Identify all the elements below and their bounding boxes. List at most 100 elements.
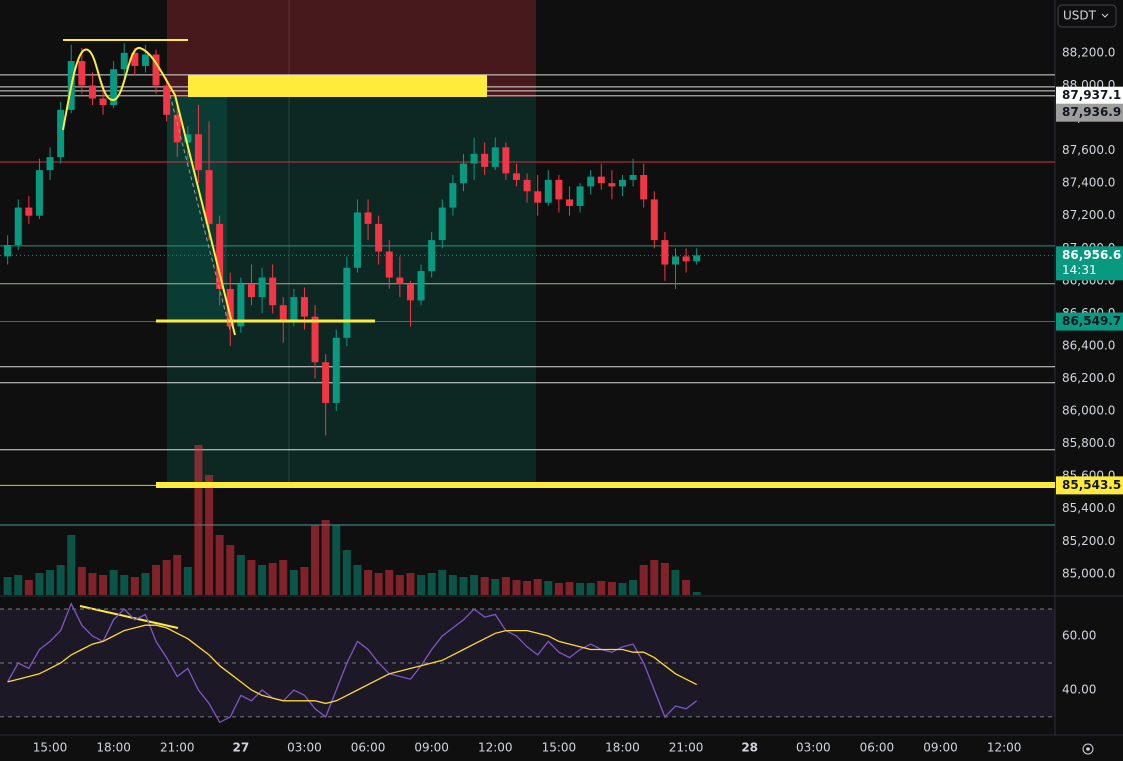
- volume-bar: [639, 565, 648, 595]
- volume-bar: [385, 570, 394, 595]
- volume-bar: [130, 577, 139, 595]
- candle-body: [120, 52, 128, 70]
- chevron[interactable]: [1101, 13, 1109, 18]
- candle-body: [491, 147, 499, 167]
- x-tick-label: 06:00: [351, 741, 386, 755]
- currency[interactable]: USDT: [1063, 9, 1097, 23]
- candle-body: [258, 277, 266, 298]
- volume-bar: [14, 575, 23, 595]
- x-tick-label: 15:00: [33, 741, 68, 755]
- volume-bar: [607, 582, 616, 595]
- candle-body: [78, 61, 86, 86]
- candle-body: [353, 212, 361, 268]
- candle-body: [470, 153, 478, 164]
- volume-bar: [141, 573, 150, 595]
- candle-body: [385, 251, 393, 278]
- y-tick-label: 85,400.0: [1062, 501, 1115, 515]
- volume-bar: [353, 565, 362, 595]
- volume-bar: [501, 577, 510, 595]
- y-tick-label: 87,600.0: [1062, 143, 1115, 157]
- candle-body: [88, 85, 96, 99]
- volume-bar: [289, 570, 298, 595]
- volume-bar: [459, 577, 468, 595]
- x-tick-label: 03:00: [287, 741, 322, 755]
- volume-bar: [682, 580, 691, 595]
- volume-bar: [258, 565, 267, 595]
- candle-body: [35, 170, 43, 216]
- volume-bar: [565, 582, 574, 595]
- volume-bar: [268, 563, 277, 595]
- candle-body: [587, 176, 595, 187]
- volume: [3, 445, 701, 595]
- countdown: 14:31: [1062, 263, 1097, 277]
- volume-bar: [597, 581, 606, 595]
- candle-body: [290, 297, 298, 320]
- volume-bar: [279, 560, 288, 595]
- volume-bar: [183, 567, 192, 595]
- candle-body: [693, 255, 701, 262]
- y-tick-label: 85,000.0: [1062, 566, 1115, 580]
- rsi-ma-line: [7, 624, 697, 705]
- last-price-bg: [1056, 246, 1123, 281]
- volume-bar: [226, 545, 235, 595]
- x-tick-label: 21:00: [669, 741, 704, 755]
- candle-body: [46, 157, 54, 171]
- volume-bar: [321, 520, 330, 595]
- volume-bar: [660, 563, 669, 595]
- volume-bar: [67, 535, 76, 595]
- candle-body: [237, 284, 245, 327]
- volume-bar: [109, 570, 118, 595]
- axis-labels: 85,000.085,200.085,400.085,600.085,800.0…: [33, 45, 1123, 755]
- volume-bar: [77, 567, 86, 595]
- price-label-bg: [1056, 103, 1123, 122]
- y-tick-label: 88,200.0: [1062, 45, 1115, 59]
- candle-body: [131, 52, 139, 66]
- volume-bar: [342, 550, 351, 595]
- y-tick-label: 85,800.0: [1062, 436, 1115, 450]
- volume-bar: [300, 567, 309, 595]
- y-tick-label: 87,400.0: [1062, 176, 1115, 190]
- volume-bar: [470, 575, 479, 595]
- volume-bar: [46, 570, 55, 595]
- candle-body: [247, 284, 255, 298]
- settings-icon[interactable]: [1082, 743, 1094, 755]
- volume-bar: [586, 583, 595, 595]
- candle-body: [279, 305, 287, 320]
- candle-body: [205, 170, 213, 224]
- settings-icon-center[interactable]: [1086, 747, 1090, 751]
- x-tick-label: 12:00: [478, 741, 513, 755]
- y-tick-label: 86,400.0: [1062, 338, 1115, 352]
- price-label-bg: [1056, 476, 1123, 495]
- rsi-line: [7, 602, 698, 724]
- candle-body: [173, 114, 181, 143]
- candle-body: [226, 288, 234, 327]
- candle-body: [311, 316, 319, 363]
- volume-bar: [406, 573, 415, 595]
- candle-body: [406, 284, 414, 301]
- price-label: 87,937.1: [1062, 88, 1121, 102]
- volume-bar: [512, 580, 521, 595]
- currency-button[interactable]: [1057, 4, 1117, 28]
- volume-bar: [99, 575, 108, 595]
- x-tick-label: 27: [233, 741, 250, 755]
- volume-bar: [671, 570, 680, 595]
- x-tick-label: 28: [741, 741, 758, 755]
- volume-bar: [533, 579, 542, 595]
- volume-bar: [35, 573, 44, 595]
- volume-bar: [311, 525, 320, 595]
- divergence-line: [79, 605, 179, 629]
- volume-bar: [56, 565, 65, 595]
- candle-body: [629, 175, 637, 180]
- volume-bar: [480, 577, 489, 595]
- candle-body: [661, 240, 669, 265]
- volume-bar: [438, 570, 447, 595]
- volume-bar: [364, 570, 373, 595]
- candle-body: [671, 256, 679, 265]
- candle-body: [428, 240, 436, 272]
- candle-body: [343, 267, 351, 338]
- candle-body: [682, 256, 690, 262]
- price-label: 85,543.5: [1062, 478, 1121, 492]
- rsi-pane: [0, 602, 1055, 724]
